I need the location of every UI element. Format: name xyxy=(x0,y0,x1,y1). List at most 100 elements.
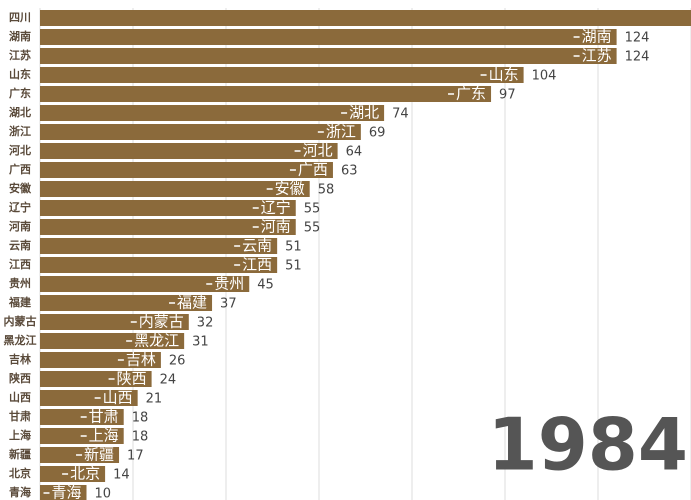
y-tick-label: 湖北 xyxy=(9,105,31,119)
value-label: 55 xyxy=(304,221,321,236)
bar xyxy=(40,485,87,500)
value-label: 17 xyxy=(127,449,144,464)
bar xyxy=(40,333,185,349)
value-label: 124 xyxy=(625,50,650,65)
bar xyxy=(40,276,250,292)
bar-label: 陕西 xyxy=(117,370,147,388)
value-label: 58 xyxy=(318,183,335,198)
value-label: 69 xyxy=(369,126,386,141)
y-tick-label: 四川 xyxy=(9,11,31,24)
y-tick-label: 吉林 xyxy=(9,352,31,366)
y-tick-label: 辽宁 xyxy=(9,200,31,214)
bar xyxy=(40,10,691,26)
value-label: 124 xyxy=(625,31,650,46)
value-label: 63 xyxy=(341,164,358,179)
bar xyxy=(40,390,138,406)
bar xyxy=(40,29,617,45)
y-tick-label: 黑龙江 xyxy=(4,333,37,347)
bar xyxy=(40,48,617,64)
bar-label: 上海 xyxy=(89,427,119,445)
bar-label: 云南 xyxy=(242,237,272,255)
year-label: 1984 xyxy=(488,403,688,487)
value-label: 32 xyxy=(197,316,214,331)
bar-label: 浙江 xyxy=(326,123,356,141)
bar xyxy=(40,371,152,387)
bar xyxy=(40,466,106,482)
bar-label: 江西 xyxy=(242,256,272,274)
y-tick-label: 广西 xyxy=(9,162,31,176)
bar-label: 山西 xyxy=(103,389,133,407)
value-label: 37 xyxy=(220,297,237,312)
bar-label: 贵州 xyxy=(214,275,244,293)
bar xyxy=(40,181,310,197)
bar xyxy=(40,124,361,140)
y-tick-label: 青海 xyxy=(9,485,31,499)
value-label: 18 xyxy=(132,430,149,445)
bar xyxy=(40,200,296,216)
bar-label: 福建 xyxy=(177,294,207,312)
y-tick-label: 北京 xyxy=(9,466,31,480)
y-tick-label: 河南 xyxy=(9,219,31,233)
bar-label: 湖北 xyxy=(349,104,379,122)
value-label: 45 xyxy=(257,278,274,293)
value-label: 55 xyxy=(304,202,321,217)
value-label: 97 xyxy=(499,88,516,103)
value-label: 104 xyxy=(532,69,557,84)
y-tick-label: 广东 xyxy=(9,86,31,100)
bar xyxy=(40,67,524,83)
bar xyxy=(40,143,338,159)
bar-label: 甘肃 xyxy=(89,408,119,426)
bar xyxy=(40,257,278,273)
bar xyxy=(40,162,333,178)
y-tick-label: 贵州 xyxy=(9,276,31,290)
bar xyxy=(40,238,278,254)
bar xyxy=(40,86,492,102)
bar-label: 湖南 xyxy=(582,28,612,46)
bar-label: 新疆 xyxy=(84,446,114,464)
y-tick-label: 福建 xyxy=(8,295,32,309)
bar-label: 广西 xyxy=(298,161,328,179)
bar-label: 江苏 xyxy=(582,47,612,65)
bar-label: 北京 xyxy=(70,465,100,483)
value-label: 26 xyxy=(169,354,186,369)
y-tick-label: 陕西 xyxy=(9,371,31,385)
y-tick-label: 湖南 xyxy=(9,29,31,43)
bar xyxy=(40,295,213,311)
value-label: 24 xyxy=(160,373,177,388)
y-tick-label: 新疆 xyxy=(9,447,31,461)
y-tick-label: 江苏 xyxy=(9,48,31,62)
bar xyxy=(40,352,161,368)
y-tick-label: 安徽 xyxy=(9,181,32,195)
bar-label: 辽宁 xyxy=(261,199,291,217)
value-label: 21 xyxy=(146,392,163,407)
y-tick-label: 云南 xyxy=(9,238,31,252)
value-label: 51 xyxy=(285,240,302,255)
value-label: 10 xyxy=(95,487,112,500)
value-label: 51 xyxy=(285,259,302,274)
bar-label: 河南 xyxy=(261,218,291,236)
y-tick-label: 上海 xyxy=(9,428,31,442)
y-tick-label: 浙江 xyxy=(9,124,31,138)
value-label: 74 xyxy=(392,107,409,122)
y-tick-label: 山西 xyxy=(9,390,31,404)
bar-label: 山东 xyxy=(489,66,519,84)
value-label: 31 xyxy=(192,335,209,350)
bar-label: 广东 xyxy=(456,85,486,103)
bar xyxy=(40,314,189,330)
value-label: 64 xyxy=(346,145,363,160)
bar-label: 内蒙古 xyxy=(139,313,184,331)
value-label: 14 xyxy=(113,468,130,483)
bar xyxy=(40,105,385,121)
bar-label: 河北 xyxy=(303,142,333,160)
y-tick-label: 山东 xyxy=(9,67,31,81)
bar-label: 吉林 xyxy=(126,351,156,369)
value-label: 18 xyxy=(132,411,149,426)
bar xyxy=(40,219,296,235)
bar-label: 青海 xyxy=(51,484,81,500)
bar-label: 安徽 xyxy=(275,180,305,198)
bar-label: 黑龙江 xyxy=(134,332,179,350)
y-tick-label: 河北 xyxy=(9,143,31,157)
y-tick-label: 内蒙古 xyxy=(4,314,37,328)
y-tick-label: 甘肃 xyxy=(9,409,31,423)
